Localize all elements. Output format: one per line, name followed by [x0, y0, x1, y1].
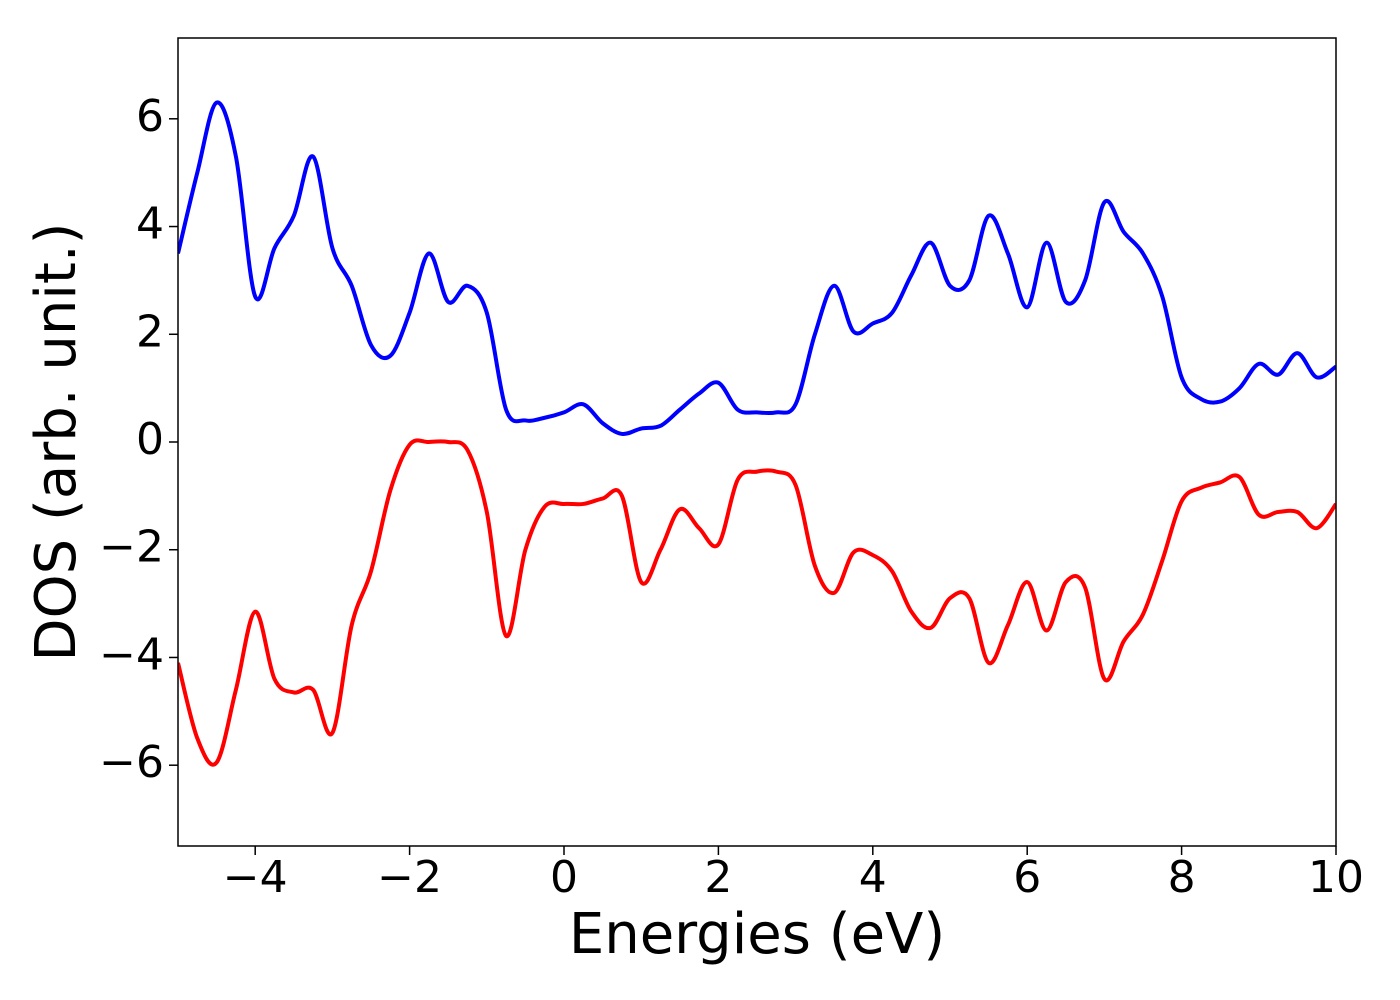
y-tick-label: −6 [99, 737, 164, 788]
x-tick-label: −2 [377, 852, 442, 903]
x-tick-label: 2 [704, 852, 732, 903]
y-tick-label: 2 [136, 306, 164, 357]
x-tick-label: 0 [550, 852, 578, 903]
x-axis-label: Energies (eV) [569, 902, 945, 967]
x-tick-label: 10 [1308, 852, 1364, 903]
y-tick-label: 4 [136, 199, 164, 250]
y-tick-label: −4 [99, 629, 164, 680]
y-axis-label: DOS (arb. unit.) [24, 222, 89, 661]
y-tick-label: −2 [99, 522, 164, 573]
y-tick-label: 0 [136, 414, 164, 465]
x-tick-label: −4 [223, 852, 288, 903]
series-line [178, 100, 1336, 437]
series-line [178, 438, 1336, 767]
x-tick-label: 6 [1013, 852, 1041, 903]
y-tick-label: 6 [136, 91, 164, 142]
x-tick-label: 4 [859, 852, 887, 903]
plot-frame [177, 37, 1337, 847]
x-tick-label: 8 [1168, 852, 1196, 903]
